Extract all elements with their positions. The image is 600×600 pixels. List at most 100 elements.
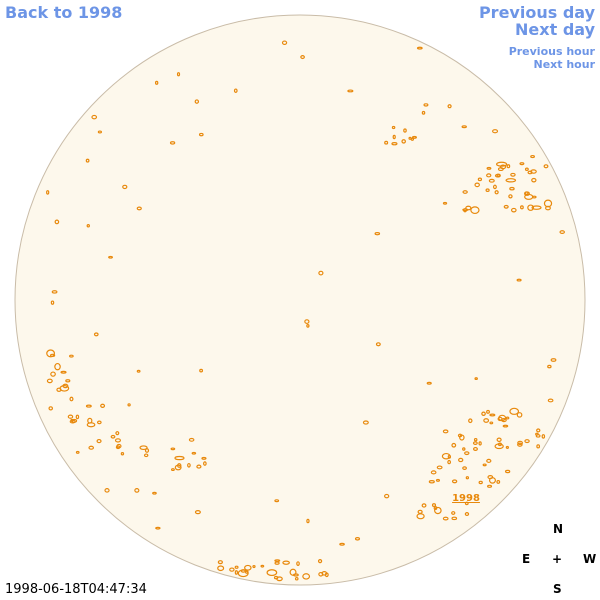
compass-south: S xyxy=(553,582,562,596)
region-link[interactable]: 1998 xyxy=(452,493,480,504)
contour xyxy=(486,166,492,170)
contour xyxy=(50,300,55,305)
contour xyxy=(203,461,207,466)
contour xyxy=(509,407,520,415)
contour xyxy=(486,409,490,414)
contour xyxy=(547,398,554,403)
compass-north: N xyxy=(553,522,564,536)
compass-east: E xyxy=(522,552,531,566)
contour xyxy=(391,142,398,146)
contour xyxy=(473,446,478,452)
contour xyxy=(499,164,507,170)
contour xyxy=(114,438,121,443)
contour xyxy=(505,416,510,420)
contour xyxy=(198,132,204,137)
contour xyxy=(116,443,122,449)
contour xyxy=(122,184,128,190)
contour xyxy=(494,190,499,195)
contour xyxy=(461,125,467,129)
compass-center: + xyxy=(552,552,563,566)
contour xyxy=(486,173,492,178)
contour xyxy=(304,319,310,324)
contour xyxy=(56,387,62,392)
contour xyxy=(451,479,458,484)
contour xyxy=(252,564,256,569)
contour xyxy=(473,437,478,442)
contour xyxy=(465,205,472,211)
contour xyxy=(504,469,511,474)
contour xyxy=(100,403,106,408)
contour xyxy=(527,204,535,211)
contour xyxy=(46,190,50,195)
contour xyxy=(171,468,175,472)
contour xyxy=(447,454,452,459)
contour xyxy=(294,576,299,581)
contour xyxy=(120,452,125,456)
contour xyxy=(296,561,300,566)
contour xyxy=(416,513,425,520)
contour xyxy=(289,568,297,576)
contour xyxy=(217,565,225,572)
contour xyxy=(494,173,501,178)
contour xyxy=(86,224,90,228)
contour xyxy=(535,434,541,438)
contour xyxy=(362,420,369,425)
contour xyxy=(233,88,238,94)
contour xyxy=(451,516,458,521)
back-link[interactable]: Back to 1998 xyxy=(5,3,123,22)
compass-west: W xyxy=(583,552,597,566)
contour xyxy=(482,463,487,467)
contour xyxy=(487,484,493,488)
contour xyxy=(543,164,549,169)
contour xyxy=(509,186,515,191)
contour xyxy=(71,418,78,423)
contour xyxy=(430,470,437,475)
next-day-link[interactable]: Next day xyxy=(515,20,595,39)
contour xyxy=(451,511,456,515)
previous-hour-link[interactable]: Previous hour xyxy=(508,45,595,58)
contour xyxy=(96,438,102,444)
contour xyxy=(69,396,74,402)
contour xyxy=(46,349,56,358)
contour xyxy=(108,255,113,259)
contour xyxy=(517,442,523,447)
contour xyxy=(49,353,56,357)
contour xyxy=(508,194,513,199)
contour xyxy=(86,422,96,428)
contour xyxy=(502,424,509,428)
contour xyxy=(196,464,202,469)
contour xyxy=(403,128,407,133)
next-hour-link[interactable]: Next hour xyxy=(533,58,596,71)
contour xyxy=(136,369,141,373)
contour xyxy=(139,445,148,451)
contour xyxy=(421,503,427,508)
contour xyxy=(194,99,200,104)
contour xyxy=(536,444,541,449)
contour xyxy=(464,512,470,517)
contour xyxy=(435,478,441,482)
contour xyxy=(510,172,516,177)
contour xyxy=(85,404,92,408)
contour xyxy=(347,89,354,93)
contour xyxy=(489,421,494,425)
previous-day-link[interactable]: Previous day xyxy=(478,3,595,22)
contour xyxy=(464,451,470,456)
contour xyxy=(274,561,280,565)
contour xyxy=(134,488,140,493)
contour xyxy=(169,141,176,145)
contour xyxy=(391,125,396,130)
contour xyxy=(478,441,482,446)
contour xyxy=(374,232,381,236)
contour xyxy=(282,560,290,565)
contour xyxy=(541,434,546,439)
contour xyxy=(506,164,511,169)
contour xyxy=(486,458,492,463)
contour xyxy=(530,154,535,159)
contour xyxy=(375,342,381,347)
contour xyxy=(177,463,182,468)
contour xyxy=(155,526,161,530)
contour xyxy=(244,564,252,571)
contour xyxy=(176,72,181,77)
